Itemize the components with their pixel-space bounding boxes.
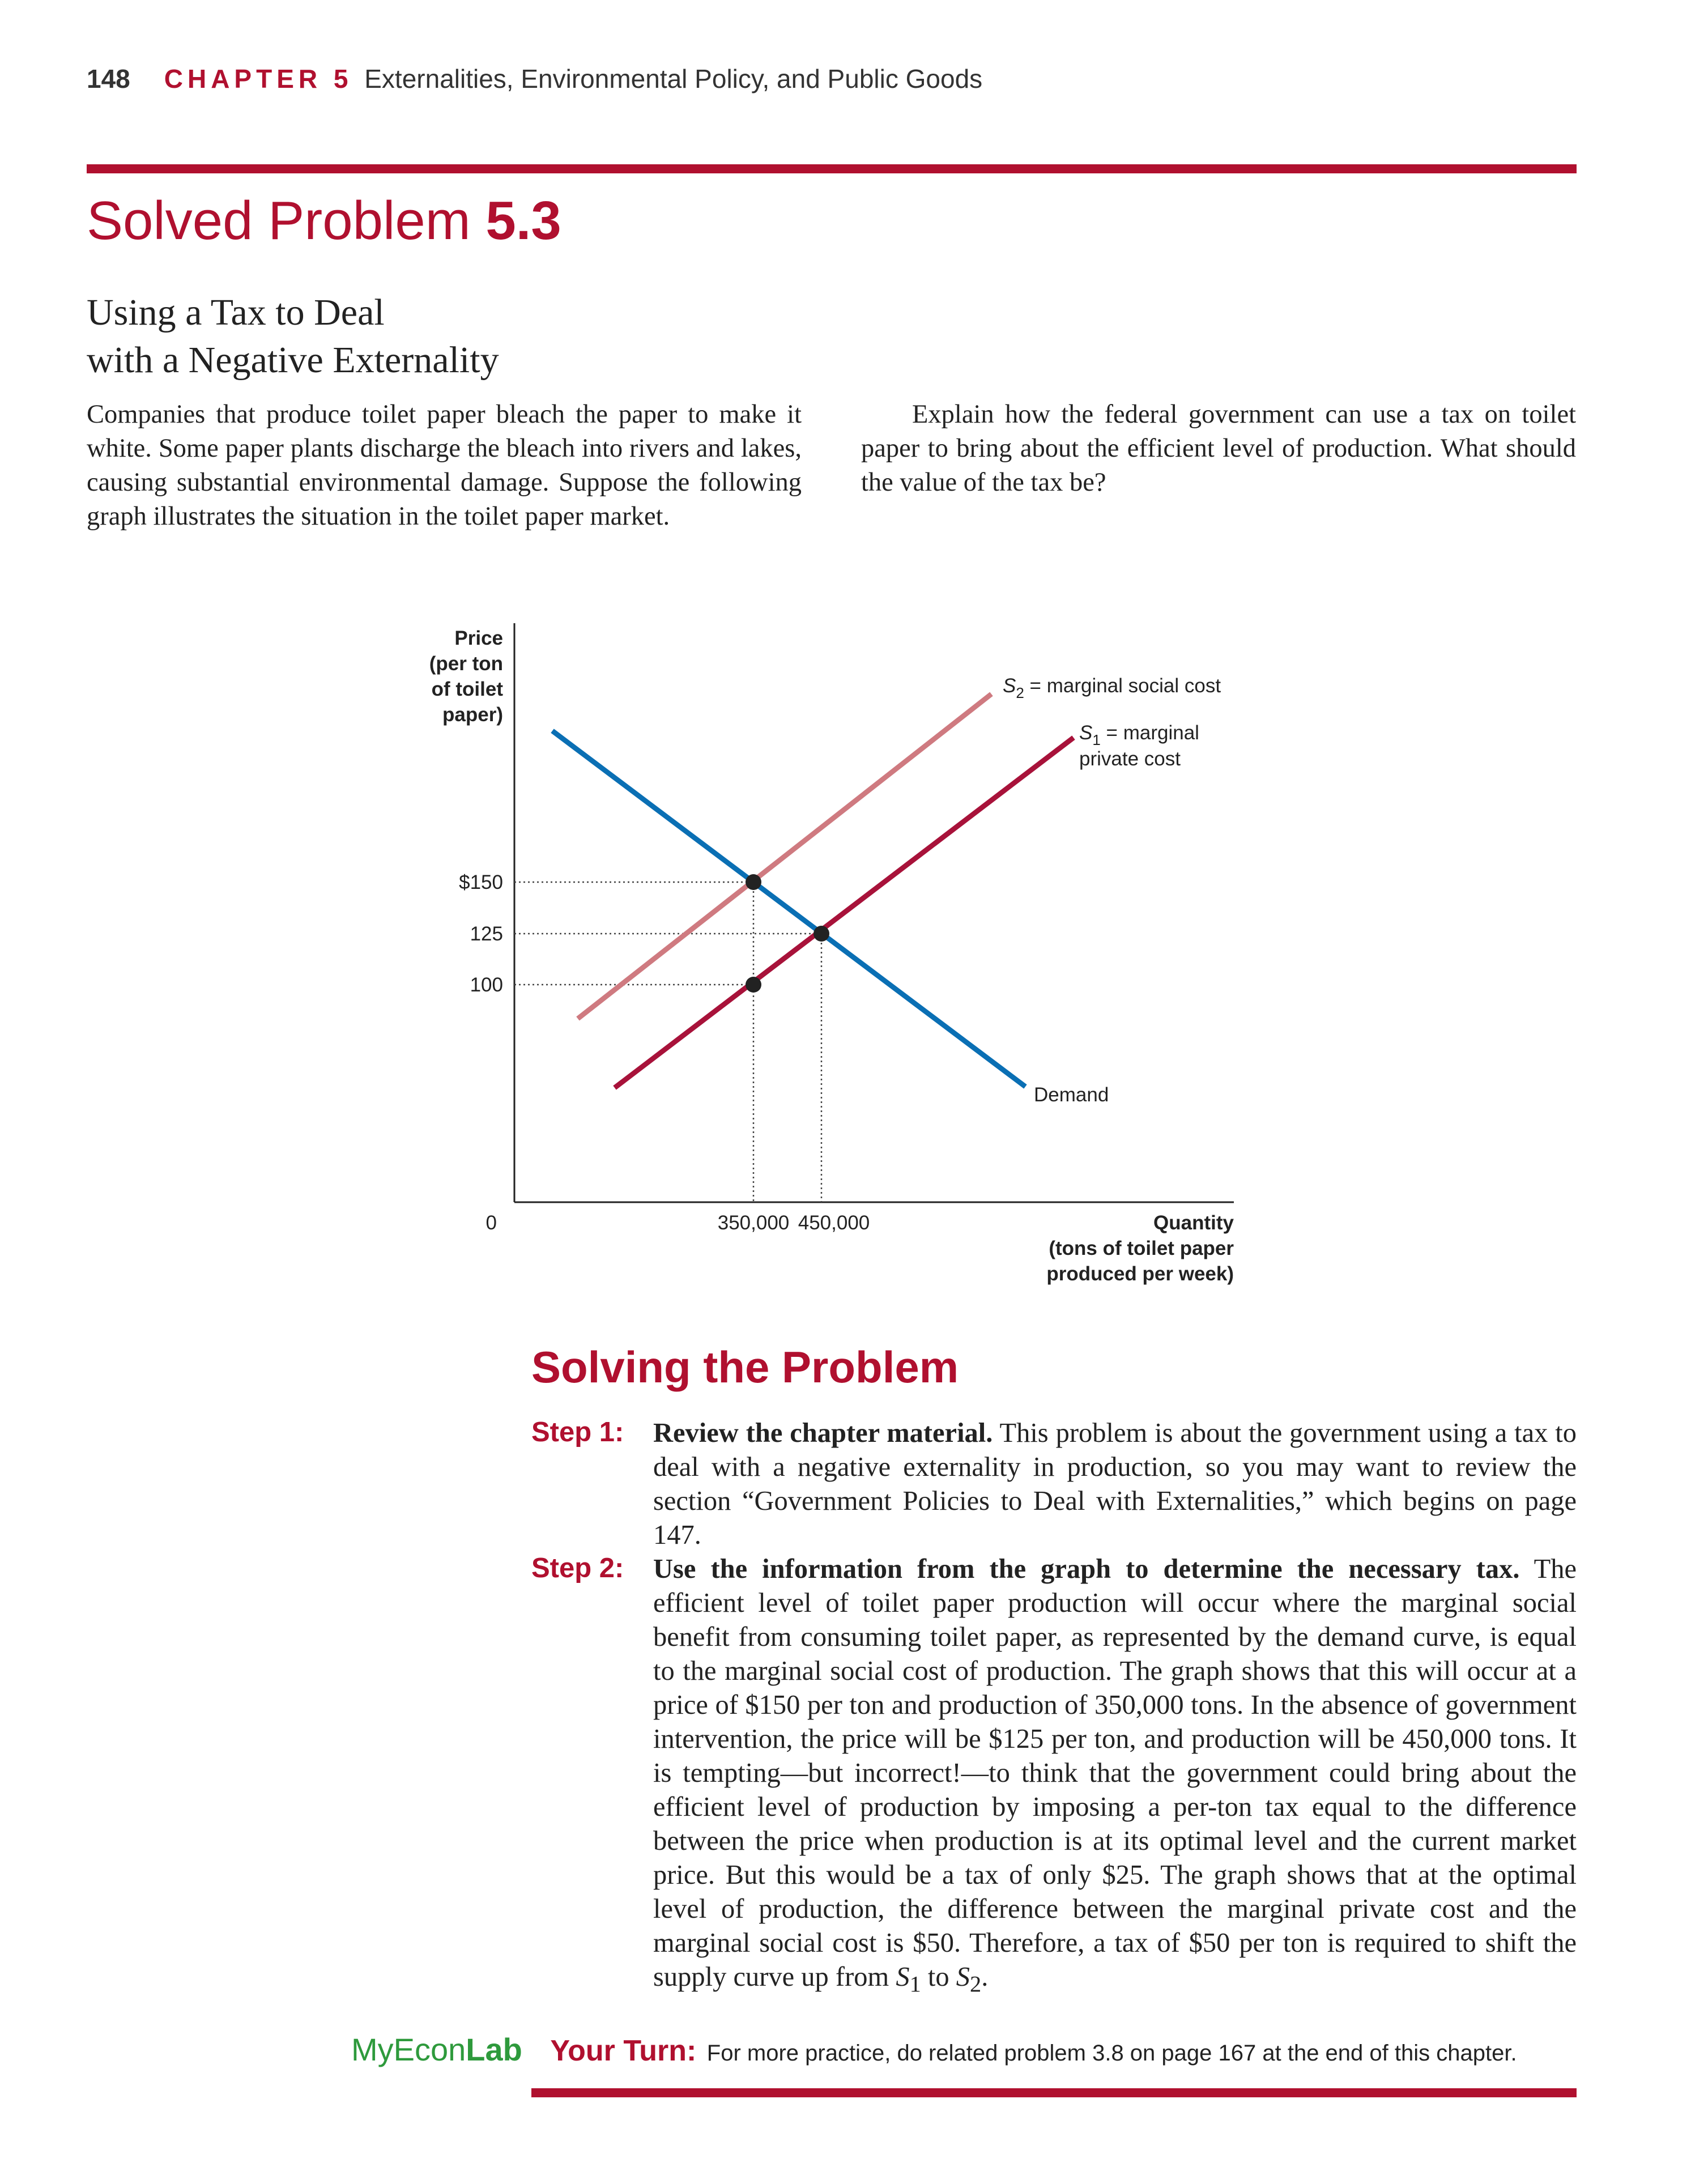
s2-marginal-social-cost-curve — [576, 692, 993, 1021]
s1-label-symbol: S — [1079, 722, 1092, 744]
supply-demand-graph: Price (per ton of toilet paper) $150 125… — [429, 623, 1234, 1285]
step-2-end: . — [981, 1962, 989, 1992]
s2-label-text: = marginal social cost — [1024, 675, 1221, 697]
s1-label: S1 = marginal — [1079, 722, 1199, 748]
myeconlab-logo-myecon: MyEcon — [351, 2032, 466, 2067]
demand-curve — [551, 729, 1027, 1089]
step-2: Step 2: Use the information from the gra… — [531, 1552, 1577, 2002]
x-axis-label-line: produced per week) — [1046, 1263, 1234, 1285]
step-2-text: Use the information from the graph to de… — [653, 1552, 1577, 2002]
step-2-bold: Use the information from the graph to de… — [653, 1554, 1520, 1584]
step-2-label: Step 2: — [531, 1553, 624, 1583]
x-axis-label-line: Quantity — [1153, 1212, 1234, 1234]
your-turn-row: MyEconLab Your Turn: For more practice, … — [351, 2031, 1517, 2068]
s1-label-line2: private cost — [1079, 748, 1181, 770]
step-2-s1-subscript: 1 — [909, 1971, 921, 1997]
chapter-label: CHAPTER 5 — [164, 64, 353, 93]
problem-paragraph-left: Companies that produce toilet paper blea… — [87, 400, 802, 531]
step-2-s1-symbol: S — [896, 1962, 910, 1992]
myeconlab-logo: MyEconLab — [351, 2032, 522, 2067]
private-cost-point — [746, 977, 761, 993]
s2-label-symbol: S — [1003, 675, 1016, 697]
step-1: Step 1: Review the chapter material. Thi… — [531, 1416, 1577, 1552]
myeconlab-logo-lab: Lab — [466, 2032, 522, 2067]
x-tick-label: 450,000 — [798, 1212, 870, 1234]
solved-problem-title: Solved Problem 5.3 — [87, 190, 561, 252]
bottom-divider — [531, 2088, 1577, 2097]
page-number: 148 — [87, 64, 130, 93]
s2-label-subscript: 2 — [1016, 684, 1024, 701]
step-2-mid: to — [921, 1962, 956, 1992]
step-2-s2-subscript: 2 — [970, 1971, 982, 1997]
y-tick-label: 125 — [470, 923, 503, 945]
y-axis-label-line: of toilet — [432, 678, 504, 700]
s1-marginal-private-cost-curve — [613, 735, 1075, 1090]
title-prefix: Solved Problem — [87, 190, 471, 251]
step-1-bold: Review the chapter material. — [653, 1418, 993, 1448]
your-turn-text: For more practice, do related problem 3.… — [706, 2041, 1517, 2066]
y-tick-label: $150 — [459, 871, 503, 893]
subtitle-line-2: with a Negative Externality — [87, 339, 499, 381]
running-head: 148 CHAPTER 5 Externalities, Environmenta… — [87, 63, 982, 94]
s1-label-text: = marginal — [1101, 722, 1199, 744]
step-1-body: This problem is about the government usi… — [653, 1418, 1577, 1550]
step-2-s2-symbol: S — [956, 1962, 970, 1992]
origin-label: 0 — [486, 1212, 497, 1234]
y-tick-label: 100 — [470, 974, 503, 996]
y-axis-label-line: paper) — [442, 704, 503, 726]
y-axis-label-line: Price — [454, 627, 503, 649]
s1-label-subscript: 1 — [1092, 731, 1100, 748]
step-1-text: Review the chapter material. This proble… — [653, 1416, 1577, 1552]
s2-label: S2 = marginal social cost — [1003, 675, 1221, 701]
y-axis-label-line: (per ton — [429, 653, 503, 675]
x-axis-label-line: (tons of toilet paper — [1049, 1237, 1234, 1259]
problem-paragraph-right: Explain how the federal government can u… — [861, 400, 1576, 497]
efficient-equilibrium-point — [746, 874, 761, 890]
your-turn-label: Your Turn: — [550, 2034, 697, 2067]
chapter-title: Externalities, Environmental Policy, and… — [364, 64, 983, 93]
market-equilibrium-point — [813, 926, 829, 942]
demand-label: Demand — [1034, 1084, 1109, 1106]
step-1-label: Step 1: — [531, 1417, 624, 1448]
solving-problem-heading: Solving the Problem — [531, 1342, 959, 1392]
top-divider — [87, 164, 1577, 173]
step-2-body: The efficient level of toilet paper prod… — [653, 1554, 1577, 1992]
subtitle-line-1: Using a Tax to Deal — [87, 292, 385, 333]
x-tick-label: 350,000 — [718, 1212, 790, 1234]
problem-subtitle: Using a Tax to Deal with a Negative Exte… — [87, 289, 823, 384]
title-number: 5.3 — [485, 190, 561, 251]
